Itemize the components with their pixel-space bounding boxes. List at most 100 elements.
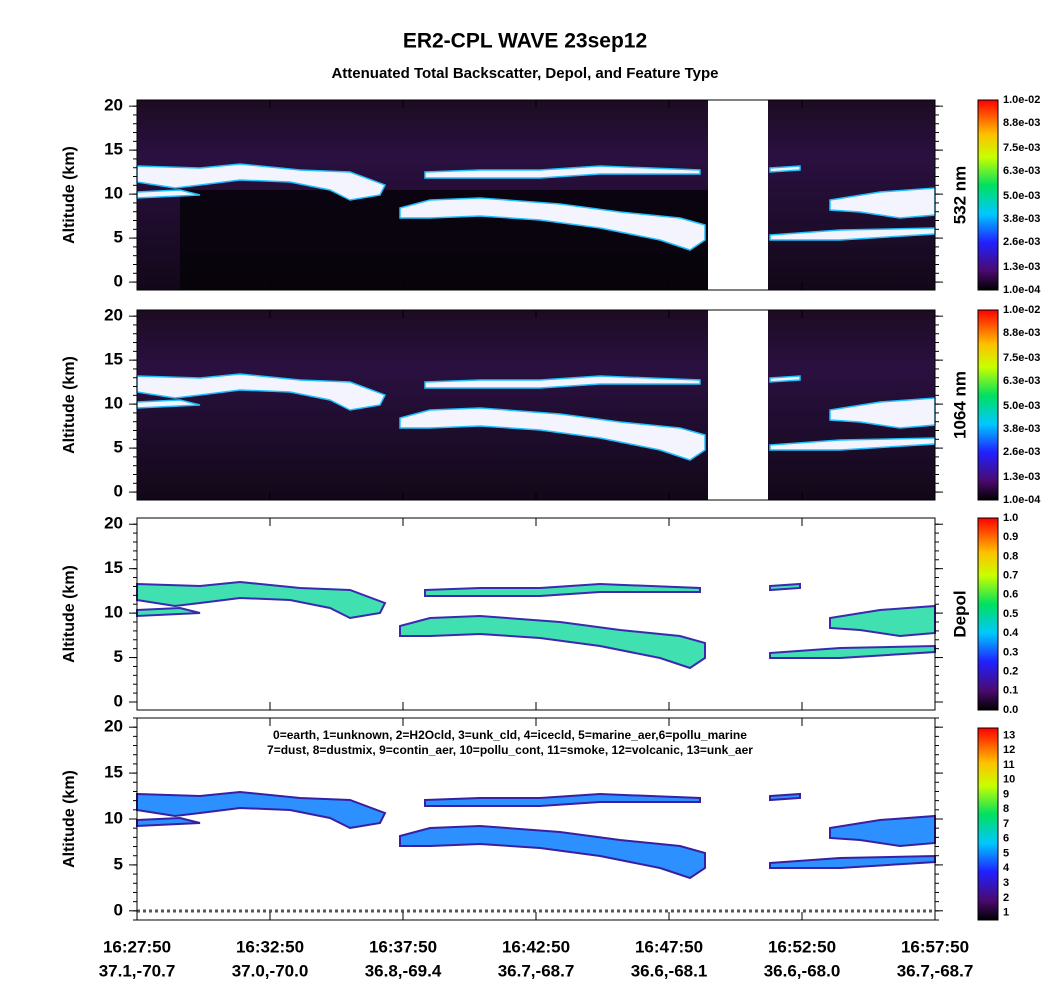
colorbar-tick-label: 0.2 <box>1003 666 1018 678</box>
colorbar-tick-label: 12 <box>1003 744 1015 756</box>
colorbar-tick-label: 0.4 <box>1003 627 1019 639</box>
colorbar-tick-label: 11 <box>1003 759 1015 771</box>
colorbar-tick-label: 8.8e-03 <box>1003 117 1040 129</box>
x-tick-label: 37.1,-70.7 <box>99 961 176 980</box>
colorbar-tick-label: 6.3e-03 <box>1003 165 1040 177</box>
x-tick-label: 36.7,-68.7 <box>498 961 575 980</box>
y-tick-label: 20 <box>104 96 123 115</box>
colorbar <box>977 727 999 921</box>
x-tick-label: 36.6,-68.0 <box>764 961 841 980</box>
colorbar-tick-label: 10 <box>1003 774 1015 786</box>
image-features <box>136 581 936 669</box>
colorbar-label: Depol <box>950 590 969 637</box>
colorbar-tick-label: 2 <box>1003 892 1009 904</box>
image-background <box>137 310 935 500</box>
y-tick-label: 20 <box>104 306 123 325</box>
colorbar-tick-label: 3 <box>1003 877 1009 889</box>
colorbar-tick-label: 3.8e-03 <box>1003 423 1040 435</box>
y-tick-label: 5 <box>114 854 123 873</box>
colorbar-tick-label: 6 <box>1003 833 1009 845</box>
colorbar-tick-label: 8 <box>1003 803 1009 815</box>
x-tick-label: 36.6,-68.1 <box>631 961 708 980</box>
y-axis-label: Altitude (km) <box>61 356 78 454</box>
colorbar-tick-label: 0.3 <box>1003 646 1018 658</box>
colorbar-tick-label: 5 <box>1003 847 1009 859</box>
colorbar-tick-label: 5.0e-03 <box>1003 190 1040 202</box>
colorbar-tick-label: 2.6e-03 <box>1003 236 1040 248</box>
x-tick-label: 16:52:50 <box>768 937 836 956</box>
colorbar-tick-label: 1 <box>1003 907 1009 919</box>
y-tick-label: 15 <box>104 350 123 369</box>
colorbar-tick-label: 6.3e-03 <box>1003 375 1040 387</box>
y-tick-label: 15 <box>104 140 123 159</box>
x-tick-label: 16:32:50 <box>236 937 304 956</box>
colorbar-tick-label: 1.0e-04 <box>1003 284 1041 296</box>
chart-subtitle: Attenuated Total Backscatter, Depol, and… <box>331 65 718 82</box>
y-tick-label: 10 <box>104 603 123 622</box>
x-tick-label: 36.8,-69.4 <box>365 961 442 980</box>
y-tick-label: 20 <box>104 514 123 533</box>
y-tick-label: 5 <box>114 228 123 247</box>
imagery <box>136 100 936 913</box>
annotation: 7=dust, 8=dustmix, 9=contin_aer, 10=poll… <box>267 743 753 757</box>
colorbar-tick-label: 0.7 <box>1003 570 1018 582</box>
colorbar <box>977 99 999 291</box>
colorbar-tick-label: 0.9 <box>1003 531 1018 543</box>
colorbar-tick-label: 7.5e-03 <box>1003 142 1040 154</box>
y-tick-label: 0 <box>114 691 123 710</box>
colorbar-tick-label: 4 <box>1003 862 1010 874</box>
colorbar-tick-label: 13 <box>1003 729 1015 741</box>
x-tick-label: 16:57:50 <box>901 937 969 956</box>
y-tick-label: 15 <box>104 558 123 577</box>
colorbar-tick-label: 0.6 <box>1003 589 1018 601</box>
colorbar-tick-label: 1.0e-02 <box>1003 94 1040 106</box>
colorbar-tick-label: 0.8 <box>1003 550 1018 562</box>
x-tick-label: 36.7,-68.7 <box>897 961 974 980</box>
x-tick-label: 16:27:50 <box>103 937 171 956</box>
colorbar-tick-label: 1.0e-02 <box>1003 304 1040 316</box>
annotation: 0=earth, 1=unknown, 2=H2Ocld, 3=unk_cld,… <box>273 728 747 742</box>
y-tick-label: 0 <box>114 482 123 501</box>
colorbar-label: 532 nm <box>950 166 969 225</box>
colorbar-label: 1064 nm <box>950 371 969 439</box>
colorbar <box>977 309 999 501</box>
chart-title: ER2-CPL WAVE 23sep12 <box>403 30 647 53</box>
colorbar-tick-label: 7 <box>1003 818 1009 830</box>
data-gap <box>708 310 768 500</box>
y-axis-label: Altitude (km) <box>61 146 78 244</box>
y-tick-label: 0 <box>114 900 123 919</box>
y-tick-label: 10 <box>104 184 123 203</box>
colorbar-tick-label: 9 <box>1003 788 1009 800</box>
colorbar-tick-label: 3.8e-03 <box>1003 213 1040 225</box>
data-gap <box>708 100 768 290</box>
colorbar-tick-label: 0.5 <box>1003 608 1018 620</box>
y-tick-label: 5 <box>114 647 123 666</box>
colorbar <box>977 517 999 711</box>
colorbar-tick-label: 1.3e-03 <box>1003 261 1040 273</box>
x-tick-label: 16:47:50 <box>635 937 703 956</box>
y-tick-label: 15 <box>104 763 123 782</box>
x-tick-label: 37.0,-70.0 <box>232 961 309 980</box>
y-axis-label: Altitude (km) <box>61 565 78 663</box>
y-tick-label: 10 <box>104 808 123 827</box>
colorbar-tick-label: 8.8e-03 <box>1003 327 1040 339</box>
y-tick-label: 0 <box>114 272 123 291</box>
image-features <box>136 791 936 879</box>
colorbar-tick-label: 0.1 <box>1003 685 1018 697</box>
x-tick-label: 16:37:50 <box>369 937 437 956</box>
y-tick-label: 20 <box>104 717 123 736</box>
colorbar-tick-label: 0.0 <box>1003 704 1018 716</box>
y-axis-label: Altitude (km) <box>61 770 78 868</box>
plot-frame <box>136 517 936 711</box>
y-tick-label: 5 <box>114 438 123 457</box>
y-tick-label: 10 <box>104 394 123 413</box>
colorbar-tick-label: 1.0 <box>1003 512 1018 524</box>
colorbar-tick-label: 2.6e-03 <box>1003 446 1040 458</box>
colorbar-tick-label: 7.5e-03 <box>1003 352 1040 364</box>
colorbar-tick-label: 1.0e-04 <box>1003 494 1041 506</box>
colorbar-tick-label: 5.0e-03 <box>1003 400 1040 412</box>
colorbar-tick-label: 1.3e-03 <box>1003 471 1040 483</box>
x-tick-label: 16:42:50 <box>502 937 570 956</box>
